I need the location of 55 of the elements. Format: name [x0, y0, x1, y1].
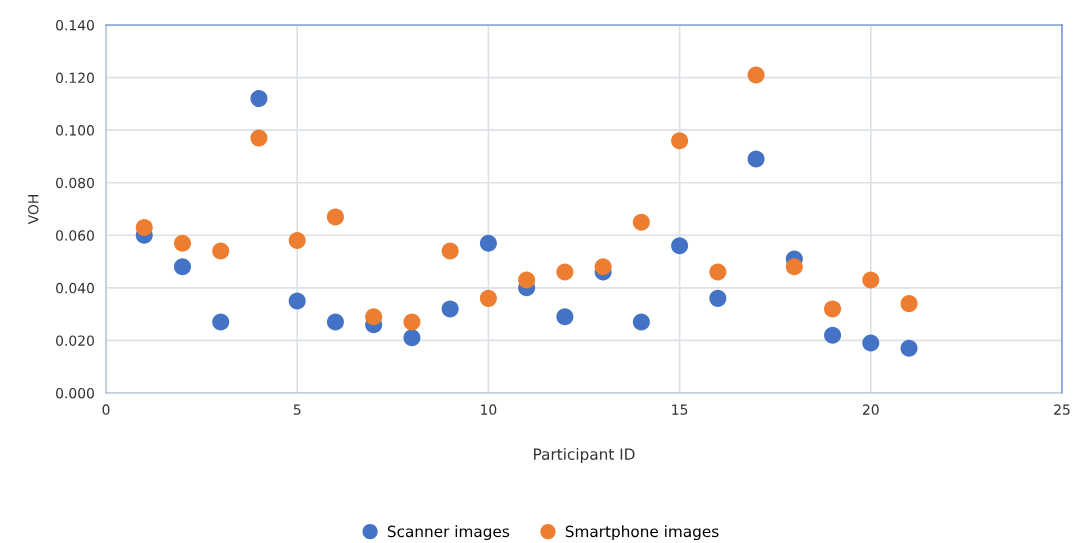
point [250, 129, 268, 147]
point [632, 213, 650, 231]
x-tick-label: 0 [102, 404, 110, 415]
point [212, 313, 230, 331]
x-tick-label: 15 [672, 404, 688, 415]
legend-label: Scanner images [387, 525, 510, 541]
point [173, 258, 191, 276]
point [747, 66, 765, 84]
x-tick-label: 25 [1054, 404, 1070, 415]
y-axis-title: VOH [28, 195, 39, 225]
point [900, 339, 918, 357]
x-tick-label: 5 [293, 404, 301, 415]
point [365, 308, 383, 326]
point [671, 132, 689, 150]
point [709, 289, 727, 307]
x-tick-label: 10 [481, 404, 497, 415]
point [632, 313, 650, 331]
point [556, 308, 574, 326]
y-tick-label: 0.140 [56, 19, 94, 31]
point [250, 90, 268, 108]
y-tick-label: 0.020 [56, 335, 94, 346]
legend-label: Smartphone images [565, 525, 719, 541]
point [135, 218, 153, 236]
point [403, 329, 421, 347]
point [709, 263, 727, 281]
x-tick-label: 20 [862, 404, 879, 415]
point [326, 313, 344, 331]
point [479, 289, 497, 307]
point [862, 334, 880, 352]
x-axis-title: Participant ID [534, 448, 635, 463]
point [824, 300, 842, 318]
point [288, 232, 306, 250]
point [824, 326, 842, 344]
y-tick-label: 0.120 [56, 72, 94, 84]
point [747, 150, 765, 168]
point [403, 313, 421, 331]
point [671, 237, 689, 255]
y-tick-label: 0.080 [56, 177, 94, 189]
point [594, 258, 612, 276]
point [288, 292, 306, 310]
point [441, 242, 459, 260]
point [212, 242, 230, 260]
point [900, 295, 918, 313]
point [441, 300, 459, 318]
y-tick-label: 0.060 [56, 230, 94, 241]
point [785, 258, 803, 276]
point [862, 271, 880, 289]
y-tick-label: 0.100 [56, 125, 94, 136]
y-tick-label: 0.040 [56, 282, 94, 294]
point [556, 263, 574, 281]
point [518, 271, 536, 289]
point [326, 208, 344, 226]
y-tick-label: 0.000 [56, 387, 94, 399]
point [479, 234, 497, 252]
point [173, 234, 191, 252]
